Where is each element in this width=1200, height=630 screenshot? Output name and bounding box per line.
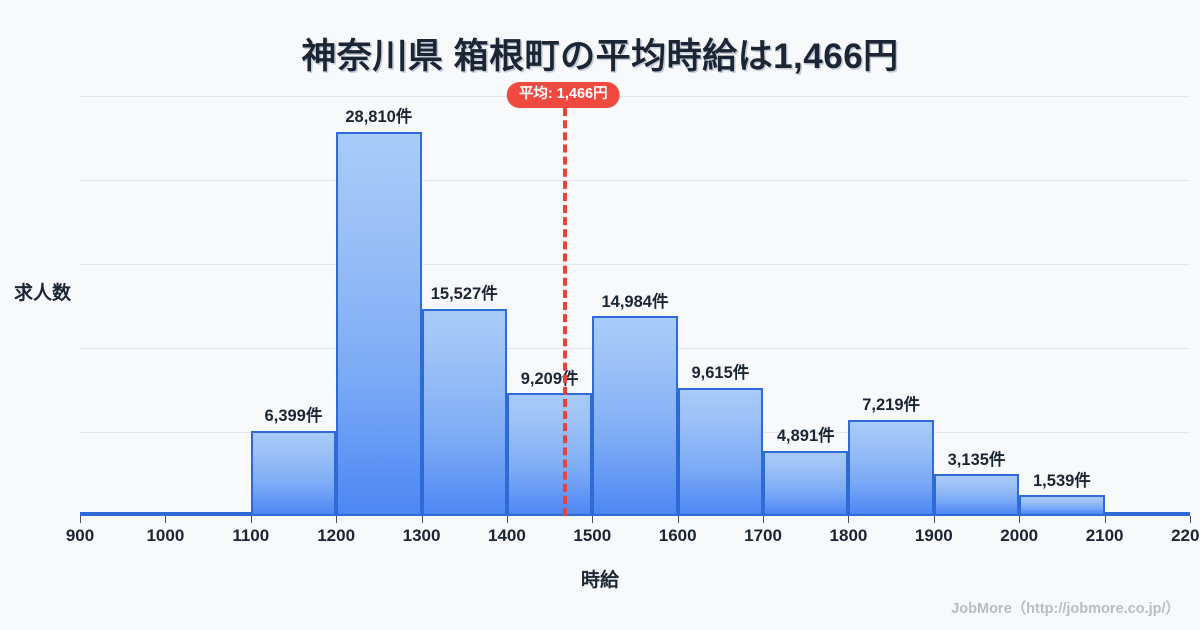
- bar[interactable]: [592, 316, 678, 516]
- bar[interactable]: [933, 474, 1020, 516]
- bar-value-label: 9,209件: [520, 369, 579, 388]
- y-axis-title: 求人数: [14, 283, 72, 304]
- bar-value-label: 14,984件: [601, 292, 669, 311]
- bar-value-label: 4,891件: [776, 427, 835, 446]
- bar-item[interactable]: 6,399件: [250, 96, 337, 516]
- x-tick-label: 1600: [658, 526, 697, 545]
- bar-value-label: 28,810件: [345, 108, 413, 127]
- bar[interactable]: [336, 131, 422, 516]
- plot-area: 6,399件 28,810件 15,527件 9,209件 14,984件 9,615件 4…: [66, 82, 1200, 545]
- bar[interactable]: [677, 387, 764, 516]
- gridline: [80, 96, 1190, 97]
- bar-value-label: 1,539件: [1033, 471, 1091, 490]
- x-tick-label: 1200: [317, 526, 356, 545]
- x-tick-mark: [677, 516, 679, 523]
- bar-item[interactable]: 4,891件: [763, 96, 849, 516]
- x-tick-label: 2000: [1000, 526, 1039, 545]
- x-tick-mark: [421, 516, 423, 523]
- bar-item[interactable]: 28,810件: [336, 96, 422, 516]
- bar[interactable]: [80, 512, 166, 516]
- bar-item[interactable]: [165, 96, 251, 516]
- bar[interactable]: [506, 393, 593, 516]
- bar-item[interactable]: 1,539件: [1019, 96, 1105, 516]
- bar-item[interactable]: 7,219件: [848, 96, 934, 516]
- x-tick-label: 1000: [146, 526, 185, 545]
- bar-item[interactable]: 9,209件: [506, 96, 593, 516]
- x-tick-mark: [763, 516, 765, 523]
- bar[interactable]: [848, 419, 934, 516]
- x-tick-mark: [592, 516, 594, 523]
- x-tick-mark: [165, 516, 167, 523]
- x-tick-label: 1900: [914, 526, 953, 545]
- x-tick-mark: [80, 516, 81, 523]
- x-tick-mark: [933, 516, 935, 523]
- footer-credit: JobMore（http://jobmore.co.jp/）: [951, 601, 1180, 617]
- bar[interactable]: [250, 430, 337, 516]
- bar-item[interactable]: [80, 96, 166, 516]
- bar-item[interactable]: 3,135件: [933, 96, 1020, 516]
- bar-value-label: 3,135件: [947, 450, 1006, 469]
- x-tick-mark: [848, 516, 850, 523]
- x-tick-label: 1700: [744, 526, 782, 545]
- bar-value-label: 7,219件: [862, 396, 921, 415]
- gridline: [80, 264, 1190, 265]
- gridline: [80, 180, 1190, 181]
- x-tick-label: 1500: [573, 526, 612, 545]
- bar-series: 6,399件 28,810件 15,527件 9,209件 14,984件 9,615件 4…: [80, 96, 1190, 516]
- x-axis-title: 時給: [580, 570, 619, 591]
- bar[interactable]: [1104, 512, 1190, 516]
- bar-value-label: 15,527件: [430, 285, 498, 304]
- bar[interactable]: [763, 450, 849, 516]
- x-tick-mark: [1190, 516, 1191, 523]
- x-tick-label: 1100: [232, 526, 270, 545]
- bar-value-label: 6,399件: [264, 407, 323, 426]
- bar[interactable]: [165, 512, 251, 516]
- x-tick-mark: [250, 516, 252, 523]
- x-tick-label: 900: [65, 526, 95, 545]
- x-tick-label: 2200: [1171, 526, 1200, 545]
- mean-badge: 平均: 1,466円: [506, 82, 620, 108]
- mean-vline: [563, 96, 568, 516]
- bar-item[interactable]: [1104, 96, 1190, 516]
- x-tick-mark: [1104, 516, 1106, 523]
- page-title: 神奈川県 箱根町の平均時給は1,466円: [301, 37, 899, 76]
- bar[interactable]: [421, 308, 507, 516]
- x-tick-mark: [336, 516, 338, 523]
- x-tick-mark: [1019, 516, 1021, 523]
- bar-item[interactable]: 14,984件: [592, 96, 678, 516]
- bar-item[interactable]: 9,615件: [677, 96, 764, 516]
- bar-value-label: 9,615件: [691, 364, 750, 383]
- bar[interactable]: [1019, 495, 1105, 516]
- x-tick-label: 2100: [1085, 526, 1124, 545]
- bar-item[interactable]: 15,527件: [421, 96, 507, 516]
- x-tick-mark: [506, 516, 508, 523]
- x-tick-label: 1800: [829, 526, 868, 545]
- x-tick-label: 1400: [488, 526, 526, 545]
- x-tick-label: 1300: [402, 526, 441, 545]
